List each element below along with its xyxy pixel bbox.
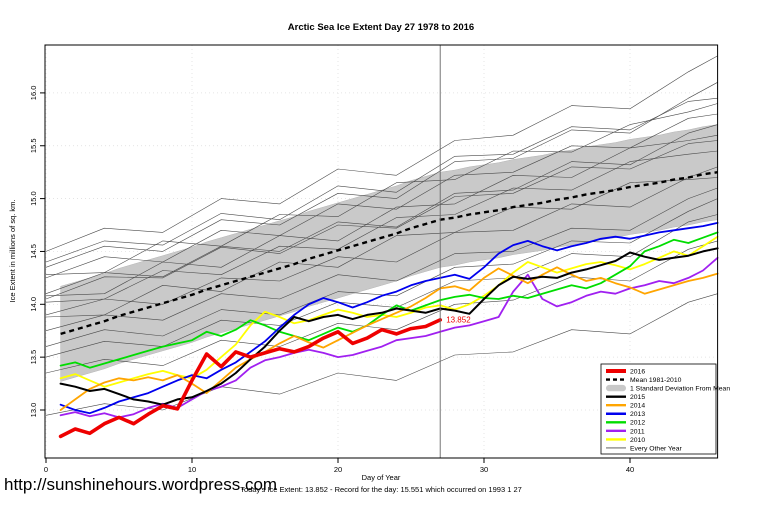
y-tick-label: 15.0: [29, 191, 38, 206]
year-series-lines: [58, 221, 719, 439]
every-other-year-line: [45, 103, 718, 275]
legend-swatch-band: [606, 384, 626, 392]
legend-label: 2015: [630, 394, 645, 401]
every-other-year-line: [45, 187, 718, 331]
legend-label: 2014: [630, 403, 645, 410]
todays-extent-caption: Today's Ice Extent: 13.852 - Record for …: [240, 485, 522, 494]
current-value-annotation: 13.852: [446, 315, 471, 324]
every-other-year-line: [45, 140, 718, 300]
x-tick-label: 20: [334, 465, 342, 474]
x-tick-label: 40: [626, 465, 634, 474]
legend-label: 2013: [630, 411, 645, 418]
y-tick-label: 13.0: [29, 403, 38, 418]
legend-label: 2011: [630, 428, 645, 435]
current-extent-value-label: 13.852: [446, 315, 471, 324]
every-other-year-line: [45, 55, 718, 252]
every-other-year-line: [45, 97, 718, 263]
y-axis-label: Ice Extent in millions of sq. km.: [8, 200, 17, 303]
y-tick-label: 14.0: [29, 297, 38, 312]
every-other-year-line: [45, 124, 718, 294]
y-tick-label: 16.0: [29, 86, 38, 101]
x-tick-label: 10: [188, 465, 196, 474]
every-other-year-line: [45, 177, 718, 318]
every-other-year-line: [45, 150, 718, 303]
legend-label: 1 Standard Deviation From Mean: [630, 386, 730, 393]
legend-label: Every Other Year: [630, 445, 682, 452]
series-2016-line: [58, 318, 443, 439]
chart-title: Arctic Sea Ice Extent Day 27 1978 to 201…: [288, 22, 474, 33]
series-2013-line: [59, 221, 719, 415]
x-tick-label: 0: [44, 465, 48, 474]
mean-1981-2010-line: [60, 171, 718, 336]
x-tick-label: 30: [480, 465, 488, 474]
axes-ticks: 0 10 20 30 40 13.0 13.5 14.0 14.5 15.0 15.5 16.0: [29, 86, 634, 474]
x-axis-label: Day of Year: [362, 473, 401, 482]
legend: 2016 Mean 1981-2010 1 Standard Deviation F…: [600, 363, 730, 455]
every-other-year-line: [45, 82, 718, 268]
series-2015-line: [59, 247, 719, 406]
legend-label: 2012: [630, 420, 645, 427]
legend-label: 2016: [630, 368, 645, 375]
every-other-year-line: [45, 166, 718, 316]
url-watermark: http://sunshinehours.wordpress.com: [4, 475, 277, 494]
every-other-year-line: [45, 240, 718, 374]
every-other-year-line: [45, 198, 718, 347]
every-other-year-line: [45, 134, 718, 297]
every-other-year-line: [45, 293, 718, 416]
series-2014-line: [59, 266, 719, 411]
legend-label: Mean 1981-2010: [630, 377, 682, 384]
mean-line: [60, 171, 718, 336]
y-tick-label: 14.5: [29, 244, 38, 259]
y-tick-label: 15.5: [29, 138, 38, 153]
legend-label: 2010: [630, 437, 645, 444]
y-tick-label: 13.5: [29, 350, 38, 365]
